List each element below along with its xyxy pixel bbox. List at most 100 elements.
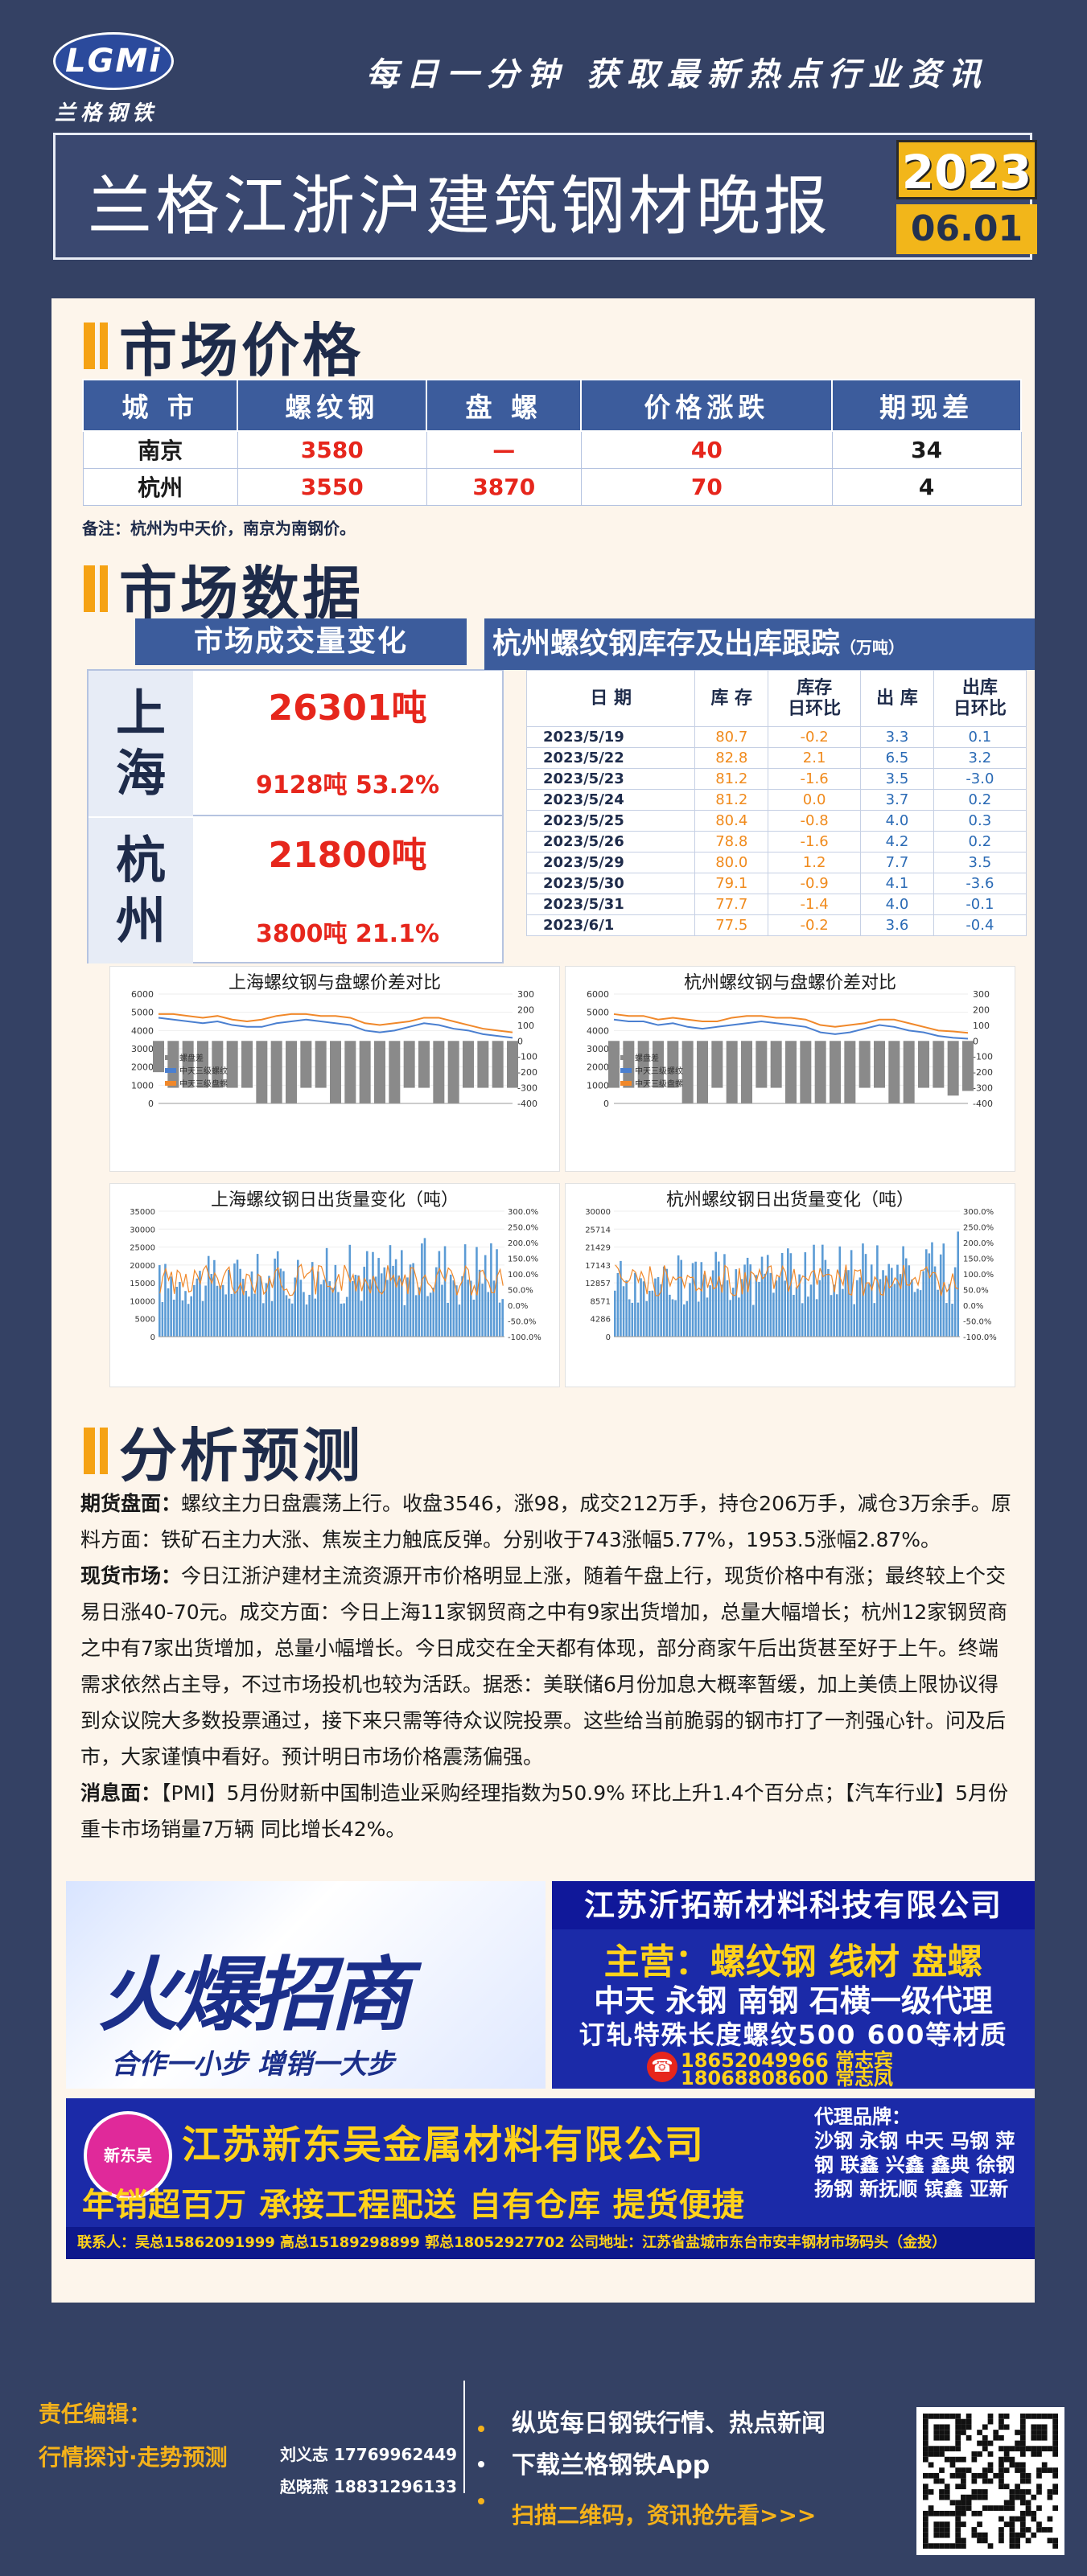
spread-bar — [726, 1041, 738, 1103]
spread-bar — [874, 1041, 885, 1088]
y2-tick-label: -300 — [517, 1083, 537, 1094]
qr-module — [1003, 2505, 1010, 2511]
inventory-cell: 78.8 — [694, 831, 768, 853]
y-tick-label: 30000 — [130, 1226, 155, 1235]
qr-module — [1019, 2414, 1026, 2419]
output-bar — [496, 1249, 498, 1337]
chart-title: 上海螺纹钢日出货量变化（吨） — [210, 1190, 459, 1210]
ad-recruit-sub: 合作一小步 增销一大步 — [111, 2048, 394, 2081]
qr-module — [1047, 2446, 1053, 2452]
output-bar — [714, 1251, 717, 1337]
y-tick-label: 0 — [150, 1333, 155, 1342]
spread-bar — [800, 1041, 812, 1103]
output-bar — [815, 1299, 818, 1337]
ad-recruit-banner[interactable]: 火爆招商 合作一小步 增销一大步 — [66, 1881, 546, 2089]
output-bar — [216, 1285, 219, 1337]
analysis-body: 螺纹主力日盘震荡上行。收盘3546，涨98，成交212万手，持仓206万手，减仓… — [80, 1492, 1011, 1551]
y-tick-label: 4286 — [591, 1316, 611, 1325]
inventory-cell: 2023/5/30 — [525, 873, 696, 894]
output-bar — [870, 1264, 873, 1337]
y2-tick-label: 250.0% — [508, 1224, 538, 1233]
ad-yituo-banner[interactable]: 江苏沂拓新材料科技有限公司 主营：螺纹钢 线材 盘螺 中天 永钢 南钢 石横一级… — [552, 1881, 1035, 2089]
qr-module — [961, 2505, 966, 2511]
qr-module — [1019, 2462, 1026, 2468]
ad-xindongwu-banner[interactable]: 新东吴 江苏新东吴金属材料有限公司 年销超百万 承接工程配送 自有仓库 提货便捷… — [66, 2098, 1035, 2259]
analysis-label: 现货市场： — [80, 1564, 182, 1588]
output-bar — [772, 1292, 775, 1337]
qr-code-icon[interactable] — [916, 2407, 1064, 2555]
output-bar — [801, 1303, 804, 1337]
y2-tick-label: 100 — [517, 1021, 534, 1031]
qr-module — [998, 2505, 1004, 2511]
inventory-cell: 7.7 — [860, 852, 934, 873]
qr-module — [923, 2418, 928, 2425]
inventory-cell: 80.0 — [694, 852, 768, 873]
qr-module — [1015, 2543, 1020, 2549]
xindongwu-logo: 新东吴 — [84, 2111, 172, 2200]
qr-module — [933, 2472, 940, 2479]
qr-module — [982, 2424, 988, 2430]
y2-tick-label: 250.0% — [963, 1224, 994, 1233]
legend-swatch — [620, 1081, 632, 1086]
footer-divider — [463, 2381, 465, 2493]
footer-app-line3[interactable]: 扫描二维码，资讯抢先看>>> — [512, 2502, 817, 2529]
footer-editor-desc: 行情探讨·走势预测 — [39, 2444, 228, 2471]
qr-module — [1031, 2516, 1037, 2522]
inventory-cell: 2023/5/19 — [525, 726, 696, 748]
output-bar — [775, 1280, 778, 1337]
inventory-cell: 2023/5/29 — [525, 852, 696, 873]
qr-module — [923, 2537, 928, 2544]
qr-module — [1015, 2446, 1020, 2452]
table-row: 2023/5/30 79.1 -0.9 4.1 -3.6 — [525, 873, 1027, 894]
output-bar — [904, 1258, 908, 1337]
title-box: 兰格江浙沪建筑钢材晚报 2023 06.01 — [53, 133, 1037, 260]
qr-module — [923, 2446, 928, 2452]
qr-module — [971, 2472, 978, 2479]
footer-app-line2[interactable]: 下载兰格钢铁App — [512, 2451, 710, 2479]
inventory-cell: 0.3 — [933, 810, 1027, 832]
inventory-cell: 0.1 — [933, 726, 1027, 748]
analysis-body: 【PMI】5月份财新中国制造业采购经理指数为50.9% 环比上升1.4个百分点；… — [80, 1781, 1008, 1841]
qr-module — [944, 2489, 950, 2495]
qr-module — [923, 2440, 928, 2447]
inventory-cell: 0.2 — [933, 789, 1027, 811]
output-bar — [432, 1288, 434, 1337]
qr-module — [1015, 2462, 1020, 2468]
qr-module — [961, 2472, 966, 2479]
footer-app-line1: 纵览每日钢铁行情、热点新闻 — [512, 2410, 826, 2438]
qr-module — [971, 2527, 978, 2533]
inventory-cell: -0.2 — [767, 914, 862, 936]
output-bar — [297, 1259, 299, 1337]
spread-bar — [507, 1041, 518, 1088]
output-bar — [674, 1300, 677, 1337]
y2-tick-label: -200 — [517, 1067, 537, 1078]
output-bar — [414, 1295, 418, 1337]
output-bar — [285, 1295, 288, 1337]
qr-module — [966, 2414, 972, 2419]
ad-company-name: 江苏新东吴金属材料有限公司 — [182, 2122, 706, 2167]
output-bar — [706, 1297, 709, 1337]
qr-module — [923, 2510, 928, 2516]
qr-module — [1003, 2467, 1010, 2473]
chart-sh-output: 0 5000 10000 15000 20000 25000 30000 35000 300.0… — [109, 1183, 560, 1387]
phone-icon: ☎ — [647, 2052, 677, 2082]
price-cell-coil: — — [426, 430, 582, 469]
qr-module — [955, 2537, 961, 2544]
qr-module — [987, 2505, 994, 2511]
output-bar — [213, 1259, 216, 1337]
output-bar — [377, 1258, 380, 1337]
page-title: 兰格江浙沪建筑钢材晚报 — [88, 169, 831, 244]
qr-module — [961, 2521, 966, 2528]
qr-module — [928, 2489, 934, 2495]
legend-label: 中天三级螺纹 — [179, 1066, 228, 1076]
y2-tick-label: -50.0% — [963, 1318, 991, 1327]
output-bar — [919, 1290, 922, 1337]
qr-module — [1036, 2414, 1042, 2419]
section-accent-bar — [100, 1427, 108, 1474]
y2-tick-label: 50.0% — [508, 1287, 533, 1296]
qr-module — [944, 2484, 950, 2490]
inventory-cell: -3.6 — [933, 873, 1027, 894]
spread-bar — [241, 1041, 253, 1088]
output-bar — [766, 1255, 769, 1337]
inventory-cell: 77.7 — [694, 894, 768, 915]
